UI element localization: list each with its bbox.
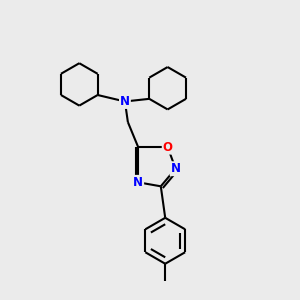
Text: O: O [163, 141, 173, 154]
Text: N: N [171, 162, 181, 175]
Text: N: N [120, 95, 130, 108]
Text: N: N [133, 176, 143, 189]
